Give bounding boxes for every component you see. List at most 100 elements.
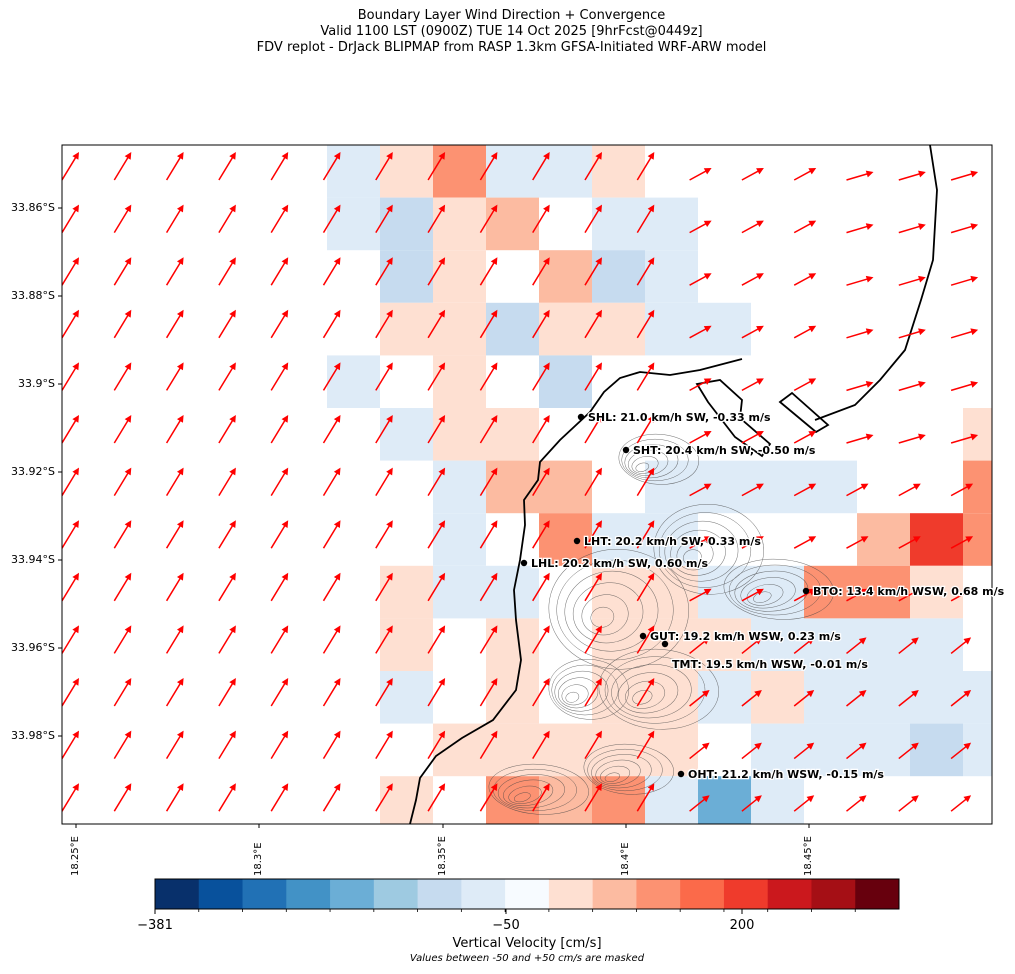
contour-line (683, 549, 702, 566)
wind-arrow (322, 364, 340, 391)
colorbar-swatch (767, 879, 812, 909)
wind-arrow-head (176, 678, 184, 686)
convergence-cell (486, 302, 539, 356)
wind-arrow-head (543, 730, 550, 739)
wind-arrow-head (229, 520, 236, 528)
wind-arrow (270, 522, 288, 549)
wind-arrow (165, 574, 183, 602)
station-marker: GUT: 19.2 km/h WSW, 0.23 m/s (639, 629, 843, 644)
wind-arrow (165, 259, 183, 286)
colorbar-swatch (505, 879, 550, 909)
lat-label: 33.98°S (11, 729, 55, 742)
wind-arrow-head (281, 152, 289, 160)
wind-arrow (898, 329, 924, 339)
wind-arrow-head (806, 690, 815, 698)
wind-arrow-head (858, 690, 867, 698)
wind-arrow-head (595, 572, 602, 581)
wind-arrow (584, 785, 602, 812)
wind-arrow-head (490, 678, 498, 686)
lon-label: 18.25°E (70, 836, 81, 876)
map-title-line-3: FDV replot - DrJack BLIPMAP from RASP 1.… (256, 40, 767, 55)
wind-arrow-head (595, 257, 602, 265)
wind-arrow-head (963, 690, 972, 698)
wind-arrow-head (543, 204, 550, 213)
convergence-cell (804, 671, 857, 724)
lat-label: 33.86°S (11, 201, 55, 214)
convergence-cell (592, 565, 645, 619)
contour-line (621, 438, 689, 482)
wind-arrow-head (333, 152, 341, 160)
contour-line (513, 792, 531, 803)
wind-arrow (950, 172, 976, 181)
lon-label: 18.45°E (803, 836, 814, 876)
wind-arrow-head (176, 415, 184, 423)
wind-arrow-head (865, 170, 874, 178)
wind-arrow (322, 154, 340, 181)
wind-arrow-head (703, 220, 712, 228)
station-dot (677, 770, 685, 778)
wind-arrow-head (647, 362, 655, 371)
wind-arrow (427, 732, 445, 759)
wind-arrow (270, 154, 288, 181)
wind-arrow (532, 574, 549, 602)
wind-arrow (846, 224, 871, 234)
wind-arrow-head (386, 678, 393, 686)
wind-arrow-head (176, 204, 184, 213)
wind-arrow (636, 469, 654, 496)
wind-arrow-head (918, 433, 926, 441)
wind-arrow-head (543, 309, 550, 318)
wind-arrow (375, 680, 392, 707)
wind-arrow-head (703, 325, 712, 333)
wind-arrow (636, 680, 654, 707)
wind-arrow (165, 522, 183, 549)
colorbar-swatch (242, 879, 287, 909)
wind-arrow (113, 311, 131, 339)
coastline-peninsula (409, 358, 743, 824)
wind-arrow-head (72, 520, 79, 528)
wind-arrow (375, 627, 392, 654)
wind-arrow (479, 311, 497, 339)
station-marker: TMT: 19.5 km/h WSW, -0.01 m/s (661, 640, 870, 672)
wind-arrow (218, 154, 235, 181)
wind-arrow (62, 469, 79, 496)
wind-arrow-head (703, 431, 712, 438)
wind-arrow (218, 469, 235, 496)
wind-arrow-head (229, 625, 236, 634)
wind-arrow (427, 680, 445, 707)
wind-arrow-head (176, 467, 184, 476)
wind-arrow (165, 469, 183, 496)
wind-arrow (113, 417, 131, 444)
convergence-cell (539, 355, 592, 408)
wind-arrow (479, 417, 497, 444)
wind-arrow-head (438, 415, 446, 423)
wind-arrow (584, 732, 602, 759)
contour-line (587, 748, 663, 792)
wind-arrow-head (918, 223, 926, 230)
wind-arrow-head (333, 625, 341, 634)
wind-arrow (322, 732, 340, 759)
harbour-breakwater (695, 379, 772, 458)
wind-arrow (584, 522, 602, 549)
wind-arrow-head (595, 415, 602, 423)
wind-arrow (532, 469, 549, 496)
wind-arrow-head (647, 625, 655, 634)
wind-arrow (636, 364, 654, 391)
colorbar-swatch (548, 879, 594, 909)
wind-arrow (218, 785, 235, 812)
convergence-cell (433, 355, 486, 408)
lat-label: 33.9°S (18, 377, 55, 390)
wind-arrow (270, 732, 288, 759)
wind-arrow (584, 364, 602, 391)
wind-arrow (479, 785, 497, 812)
wind-arrow-head (701, 637, 710, 645)
wind-arrow-head (438, 152, 446, 160)
wind-arrow-head (860, 588, 869, 596)
wind-arrow-head (701, 742, 710, 750)
contour-line (635, 462, 650, 472)
wind-arrow (898, 382, 924, 392)
wind-arrow (165, 364, 183, 391)
wind-arrow-head (124, 415, 132, 423)
contour-line (625, 680, 666, 709)
wind-arrow-head (176, 520, 184, 528)
